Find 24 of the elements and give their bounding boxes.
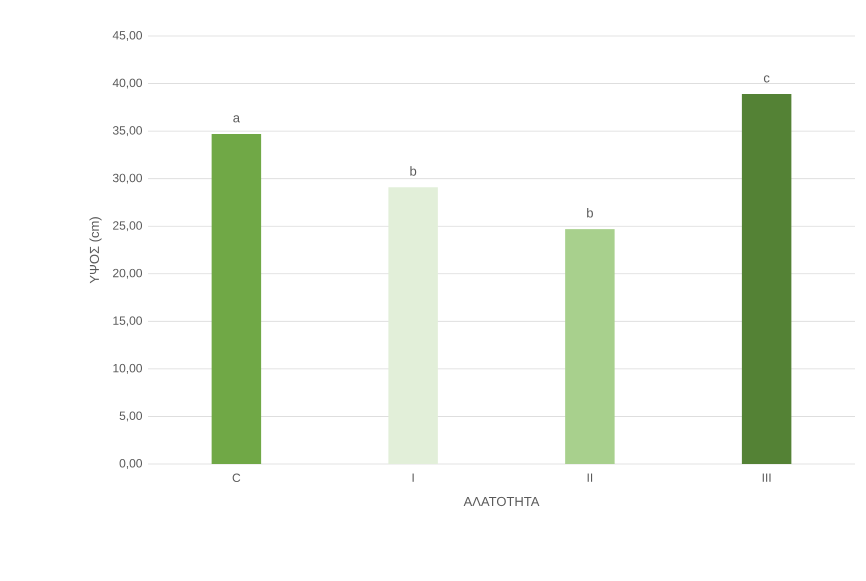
annotation: b xyxy=(587,208,593,218)
bar xyxy=(388,187,438,464)
bar xyxy=(212,134,262,464)
x-tick-label: I xyxy=(412,474,414,482)
y-axis-title: ΥΨΟΣ (cm) xyxy=(89,217,102,284)
annotation: c xyxy=(764,75,770,82)
y-tick-label: 0,00 xyxy=(120,459,142,469)
x-axis-title: ΑΛΑΤΟΤΗΤΑ xyxy=(464,496,540,506)
x-tick-label: II xyxy=(588,474,592,482)
annotation: b xyxy=(410,166,416,176)
y-tick-label: 40,00 xyxy=(112,78,142,89)
y-tick-label: 20,00 xyxy=(113,268,142,279)
y-tick-label: 5,00 xyxy=(120,411,142,422)
x-tick-label: III xyxy=(762,474,771,482)
y-tick-label: 35,00 xyxy=(112,126,142,136)
y-tick-label: 45,00 xyxy=(112,31,142,41)
bar xyxy=(742,94,792,464)
annotation: a xyxy=(233,115,240,122)
y-tick-label: 15,00 xyxy=(113,316,142,326)
y-tick-label: 25,00 xyxy=(113,221,142,232)
bar xyxy=(565,229,615,464)
x-tick-label: C xyxy=(232,474,240,482)
y-tick-label: 10,00 xyxy=(113,364,142,374)
y-tick-label: 30,00 xyxy=(112,174,142,184)
